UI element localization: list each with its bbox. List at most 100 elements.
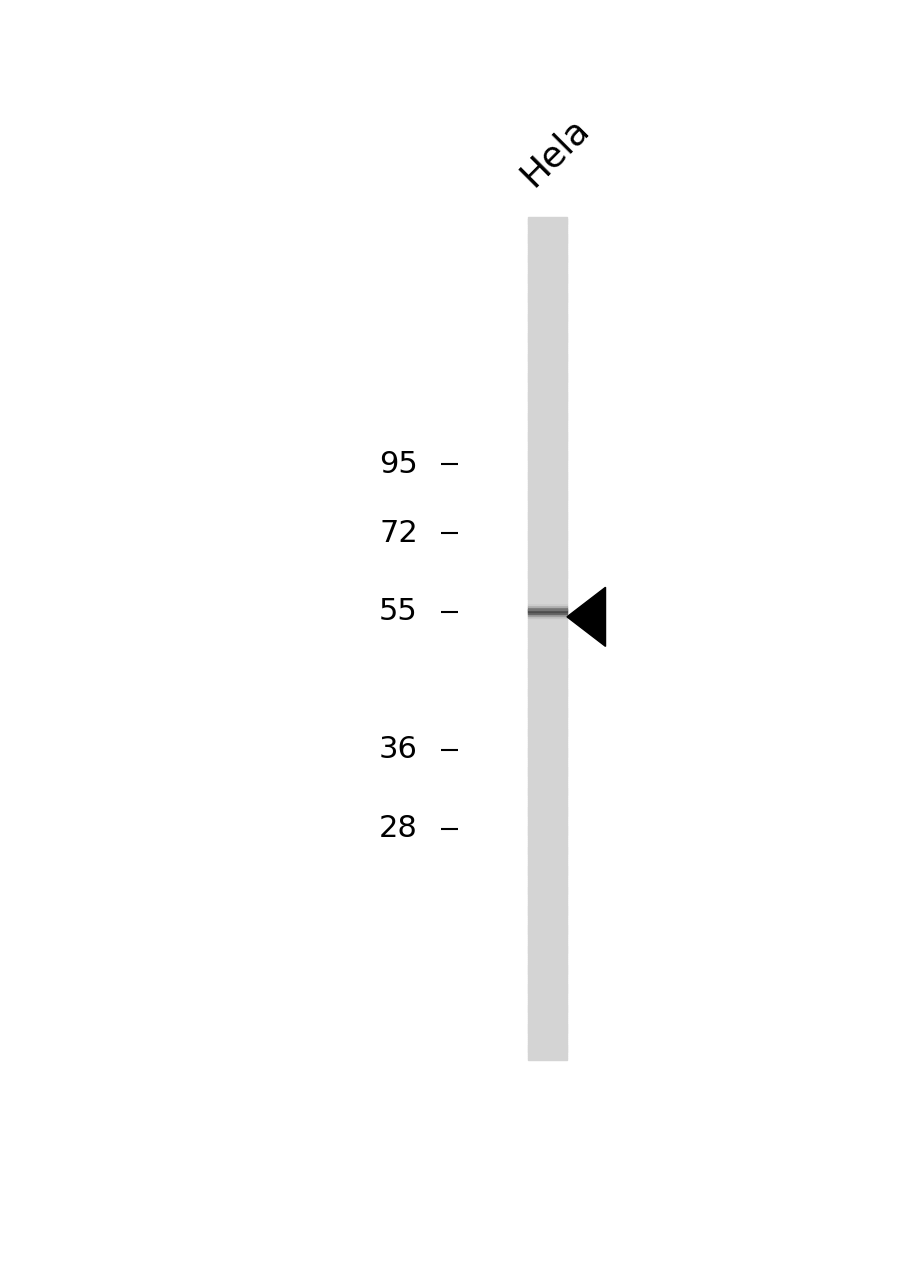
Bar xyxy=(527,230,566,233)
Bar xyxy=(527,483,566,485)
Bar xyxy=(527,653,566,655)
Bar xyxy=(527,320,566,323)
Bar xyxy=(527,349,566,352)
Bar xyxy=(527,801,566,804)
Bar xyxy=(527,861,566,864)
Bar xyxy=(527,550,566,553)
Bar xyxy=(527,316,566,319)
Bar xyxy=(527,372,566,375)
Bar xyxy=(527,835,566,837)
Bar xyxy=(527,968,566,970)
Bar xyxy=(527,687,566,690)
Bar xyxy=(527,1004,566,1006)
Bar xyxy=(527,474,566,476)
Bar xyxy=(527,986,566,988)
Bar xyxy=(527,291,566,293)
Bar xyxy=(527,646,566,649)
Bar xyxy=(527,284,566,287)
Bar xyxy=(527,385,566,388)
Bar xyxy=(527,808,566,810)
Bar xyxy=(527,1020,566,1023)
Bar xyxy=(527,603,566,605)
Bar xyxy=(527,266,566,269)
Bar xyxy=(527,695,566,698)
Bar xyxy=(527,401,566,403)
Bar xyxy=(527,221,566,224)
Bar xyxy=(527,881,566,883)
Bar xyxy=(527,247,566,250)
Bar xyxy=(527,991,566,993)
Bar xyxy=(527,453,566,456)
Bar xyxy=(527,676,566,678)
Bar xyxy=(527,974,566,977)
Bar xyxy=(527,462,566,465)
Bar xyxy=(527,367,566,370)
Bar xyxy=(527,358,566,361)
Bar xyxy=(527,819,566,822)
Bar xyxy=(527,457,566,460)
Bar xyxy=(527,260,566,262)
Bar xyxy=(527,270,566,273)
Bar xyxy=(527,904,566,906)
Bar xyxy=(527,502,566,504)
Bar xyxy=(527,527,566,530)
Bar xyxy=(527,878,566,882)
Bar xyxy=(527,832,566,835)
Bar xyxy=(527,622,566,625)
Bar xyxy=(527,896,566,899)
Bar xyxy=(527,860,566,863)
Bar xyxy=(527,306,566,308)
Bar xyxy=(527,529,566,531)
Bar xyxy=(527,283,566,285)
Bar xyxy=(527,792,566,795)
Bar xyxy=(527,460,566,462)
Bar xyxy=(527,426,566,429)
Bar xyxy=(527,1027,566,1029)
Bar xyxy=(527,675,566,677)
Bar xyxy=(527,548,566,550)
Bar xyxy=(527,997,566,1000)
Bar xyxy=(527,841,566,844)
Bar xyxy=(527,741,566,745)
Bar xyxy=(527,564,566,567)
Bar xyxy=(527,248,566,251)
Bar xyxy=(527,301,566,305)
Bar xyxy=(527,504,566,507)
Bar xyxy=(527,776,566,778)
Bar xyxy=(527,1007,566,1010)
Bar xyxy=(527,319,566,321)
Bar xyxy=(527,274,566,276)
Bar xyxy=(527,1041,566,1043)
Bar xyxy=(527,972,566,974)
Bar xyxy=(527,499,566,502)
Bar xyxy=(527,541,566,544)
Bar xyxy=(527,522,566,525)
Bar xyxy=(527,271,566,274)
Bar xyxy=(527,381,566,384)
Bar xyxy=(527,737,566,740)
Bar xyxy=(527,225,566,228)
Bar xyxy=(527,916,566,919)
Bar xyxy=(527,339,566,342)
Bar xyxy=(527,236,566,239)
Bar xyxy=(527,544,566,547)
Bar xyxy=(527,617,566,620)
Bar xyxy=(527,289,566,292)
Bar xyxy=(527,790,566,792)
Bar xyxy=(527,639,566,641)
Bar xyxy=(527,525,566,527)
Bar xyxy=(527,241,566,243)
Bar xyxy=(527,950,566,952)
Bar xyxy=(527,902,566,905)
Bar xyxy=(527,1033,566,1036)
Bar xyxy=(527,959,566,961)
Bar xyxy=(527,413,566,416)
Bar xyxy=(527,436,566,439)
Bar xyxy=(527,552,566,554)
Bar xyxy=(527,573,566,576)
Bar xyxy=(527,855,566,858)
Bar xyxy=(527,831,566,833)
Bar xyxy=(527,704,566,707)
Bar xyxy=(527,333,566,335)
Bar xyxy=(527,664,566,667)
